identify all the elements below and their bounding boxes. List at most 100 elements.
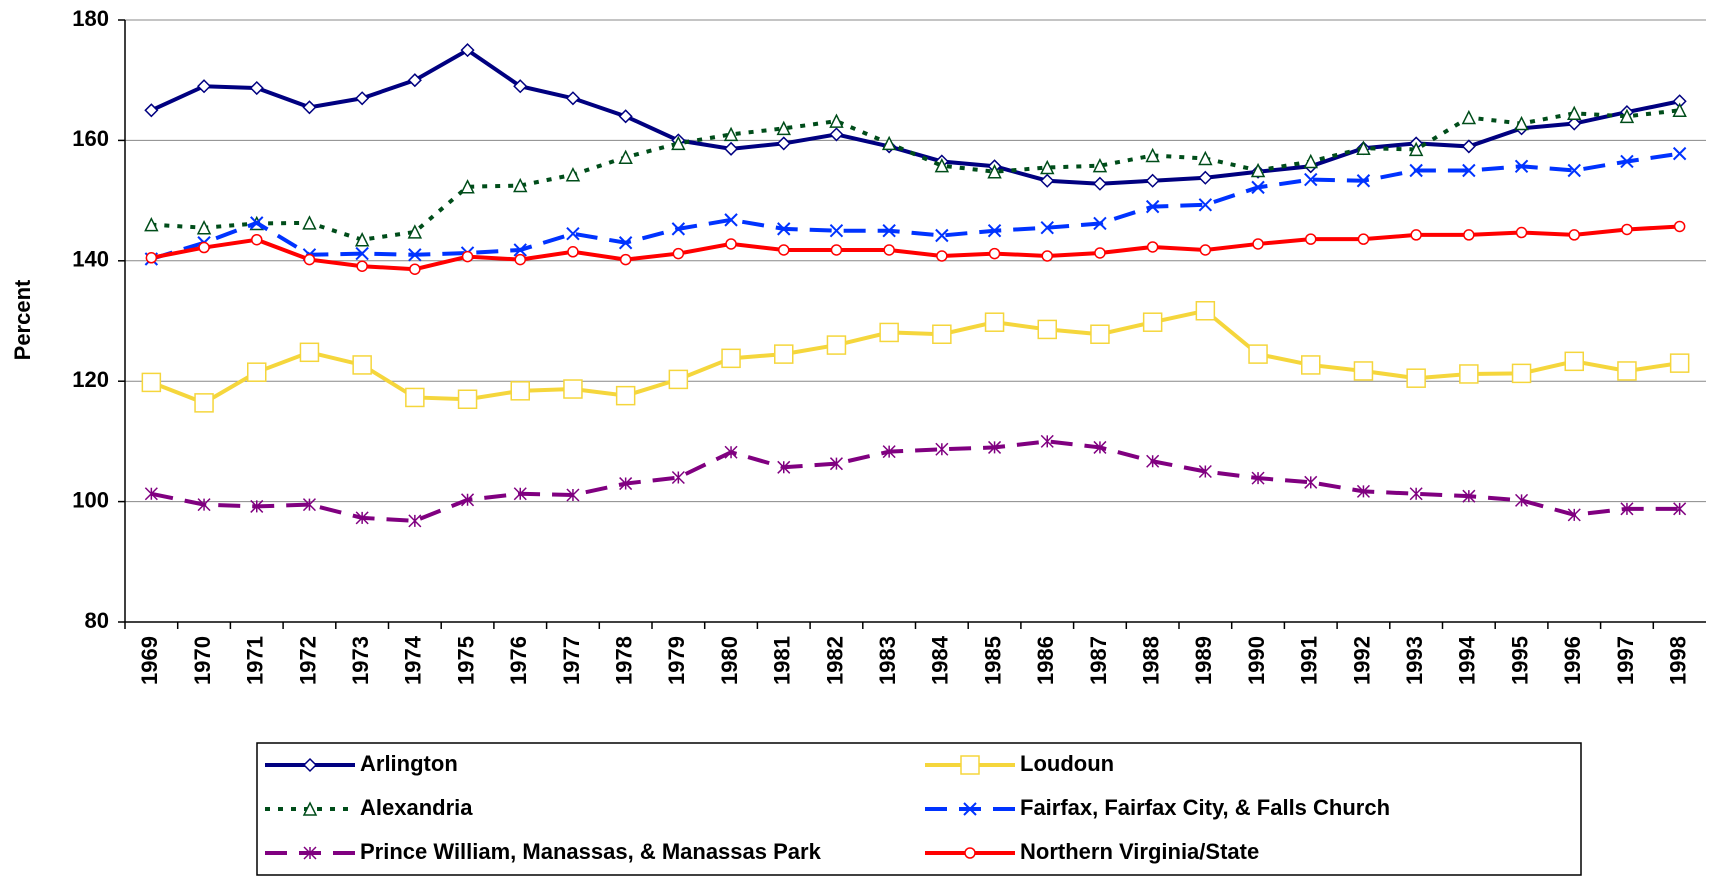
marker [1672, 146, 1687, 161]
marker [1357, 233, 1370, 245]
x-tick-label: 1996 [1560, 636, 1585, 685]
marker [1142, 312, 1163, 332]
x-tick-label: 1976 [506, 636, 531, 685]
marker [1619, 108, 1635, 124]
legend-label: Northern Virginia/State [1020, 839, 1259, 864]
marker [1620, 502, 1634, 516]
marker [1461, 139, 1476, 154]
x-tick-label: 1995 [1507, 636, 1532, 685]
marker [513, 79, 528, 94]
marker [1568, 229, 1580, 241]
marker [1040, 220, 1054, 235]
marker [1356, 484, 1370, 498]
marker [407, 73, 422, 88]
x-tick-label: 1984 [928, 635, 953, 685]
x-tick-label: 1986 [1033, 636, 1058, 685]
x-tick-label: 1991 [1297, 636, 1322, 685]
marker [984, 312, 1005, 332]
marker [251, 233, 263, 246]
x-tick-label: 1987 [1086, 636, 1111, 685]
marker [934, 158, 950, 173]
marker [198, 241, 210, 254]
x-tick-label: 1998 [1665, 636, 1690, 685]
marker [1515, 493, 1529, 507]
marker [882, 223, 896, 238]
y-tick-label: 120 [72, 367, 109, 392]
marker [1564, 351, 1584, 372]
marker [1408, 141, 1424, 157]
marker [721, 348, 741, 369]
marker [1145, 199, 1160, 214]
marker [1145, 147, 1160, 163]
marker [1146, 241, 1159, 253]
marker [1617, 361, 1637, 381]
marker [618, 149, 633, 165]
marker [882, 445, 896, 459]
marker [1092, 158, 1108, 173]
legend-label: Loudoun [1020, 751, 1114, 776]
marker [723, 126, 739, 142]
marker [936, 250, 948, 262]
x-tick-label: 1970 [190, 636, 215, 685]
marker [1567, 105, 1582, 121]
marker [1093, 440, 1107, 454]
y-tick-label: 180 [72, 6, 109, 31]
x-tick-label: 1978 [611, 636, 636, 685]
marker [144, 217, 159, 232]
marker [964, 847, 976, 859]
y-tick-label: 160 [72, 126, 109, 151]
x-tick-label: 1974 [401, 635, 426, 685]
marker [774, 344, 794, 364]
marker [1567, 163, 1581, 178]
marker [566, 488, 580, 502]
x-tick-label: 1980 [717, 636, 742, 685]
marker [565, 91, 581, 106]
marker [513, 243, 527, 257]
marker [249, 80, 264, 96]
marker [247, 362, 267, 382]
marker [776, 120, 791, 136]
series-line [150, 308, 1680, 406]
marker [356, 260, 368, 272]
marker [881, 135, 897, 151]
series-line [150, 224, 1680, 272]
marker [1462, 489, 1476, 503]
marker [408, 248, 422, 262]
x-tick-label: 1988 [1138, 636, 1163, 685]
marker [1673, 502, 1687, 516]
marker [1304, 475, 1318, 489]
marker [302, 215, 317, 230]
marker [302, 498, 316, 512]
marker [987, 223, 1002, 238]
marker [963, 802, 977, 816]
marker [1511, 363, 1532, 384]
marker [1620, 154, 1634, 169]
marker [1248, 344, 1268, 364]
marker [619, 253, 632, 266]
x-tick-label: 1979 [664, 636, 689, 685]
marker [830, 244, 843, 256]
marker [1198, 170, 1213, 185]
marker [299, 342, 320, 363]
marker [144, 103, 159, 118]
marker [302, 757, 318, 773]
marker [460, 43, 475, 58]
marker [460, 179, 475, 194]
marker [1094, 247, 1106, 259]
y-tick-label: 80 [85, 608, 109, 633]
x-tick-label: 1994 [1455, 635, 1480, 685]
marker [725, 238, 737, 250]
legend-box [256, 742, 1582, 876]
marker [829, 457, 843, 471]
marker [724, 213, 738, 227]
marker [355, 511, 369, 525]
marker [1514, 115, 1529, 131]
x-tick-label: 1993 [1402, 636, 1427, 685]
marker [1301, 355, 1321, 375]
x-tick-label: 1977 [559, 636, 584, 685]
marker [672, 247, 685, 260]
x-tick-label: 1997 [1613, 636, 1638, 685]
marker [987, 164, 1002, 179]
marker [883, 244, 895, 256]
